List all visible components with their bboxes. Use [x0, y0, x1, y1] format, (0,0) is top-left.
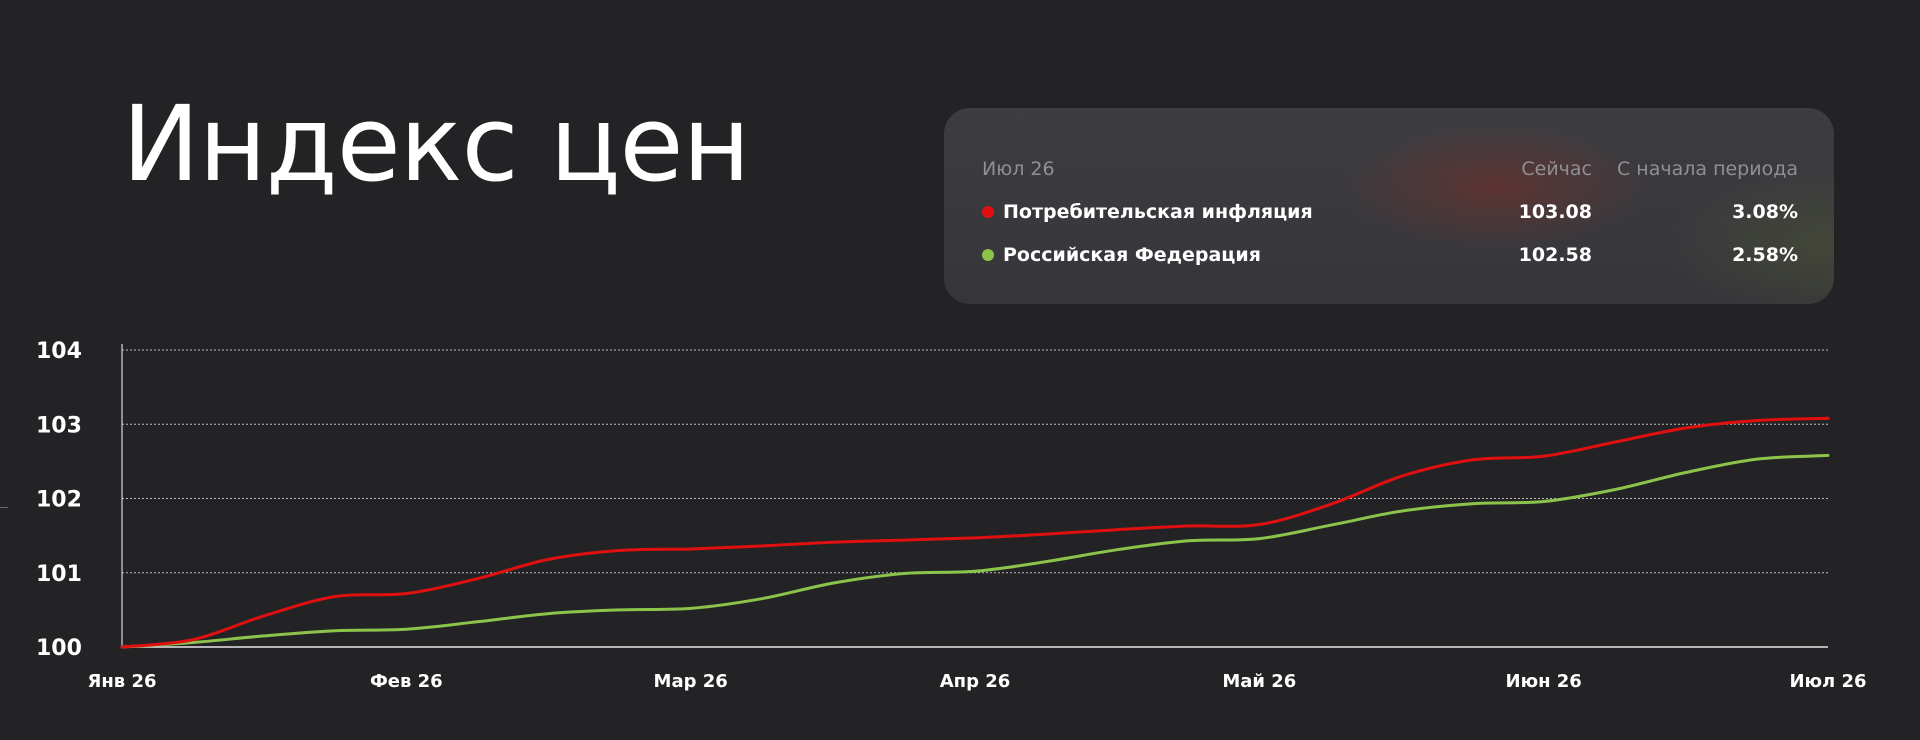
legend-now-value: 102.58 [1518, 244, 1592, 266]
legend-series-name: Потребительская инфляция [1003, 201, 1313, 223]
y-tick-label: 104 [36, 339, 82, 364]
y-tick-label: 102 [36, 488, 82, 513]
y-tick-label: 103 [36, 413, 82, 438]
line-chart: 100 101 102 103 104 Янв 26 Фев 26 Мар 26 Апр 26 М… [36, 339, 1867, 692]
x-tick-label: Янв 26 [87, 671, 156, 692]
x-tick-label: Май 26 [1222, 671, 1296, 692]
legend-since-value: 3.08% [1732, 201, 1798, 223]
x-tick-label: Мар 26 [654, 671, 728, 692]
x-tick-label: Июн 26 [1506, 671, 1582, 692]
legend-since-value: 2.58% [1732, 244, 1798, 266]
series-line-inflation [120, 416, 1830, 649]
legend-dot-icon [982, 249, 994, 261]
x-tick-label: Апр 26 [940, 671, 1011, 692]
legend-series-name: Российская Федерация [1003, 244, 1261, 266]
y-tick-label: 100 [36, 636, 82, 661]
legend-row-russia: Российская Федерация 102.58 2.58% [982, 244, 1798, 266]
legend-now-value: 103.08 [1518, 201, 1592, 223]
legend-header: Июл 26 Сейчас С начала периода [982, 158, 1798, 180]
legend-col-since: С начала периода [1617, 158, 1798, 180]
legend-row-inflation: Потребительская инфляция 103.08 3.08% [982, 201, 1798, 223]
page-title: Индекс цен [122, 83, 751, 205]
x-tick-label: Фев 26 [370, 671, 443, 692]
edge-marker [0, 507, 8, 508]
legend-dot-icon [982, 206, 994, 218]
x-tick-label: Июл 26 [1789, 671, 1866, 692]
legend-period: Июл 26 [982, 158, 1055, 180]
series-line-russia [120, 453, 1830, 649]
legend-card: Июл 26 Сейчас С начала периода Потребите… [944, 108, 1834, 304]
legend-col-now: Сейчас [1521, 158, 1592, 180]
y-tick-label: 101 [36, 562, 82, 587]
